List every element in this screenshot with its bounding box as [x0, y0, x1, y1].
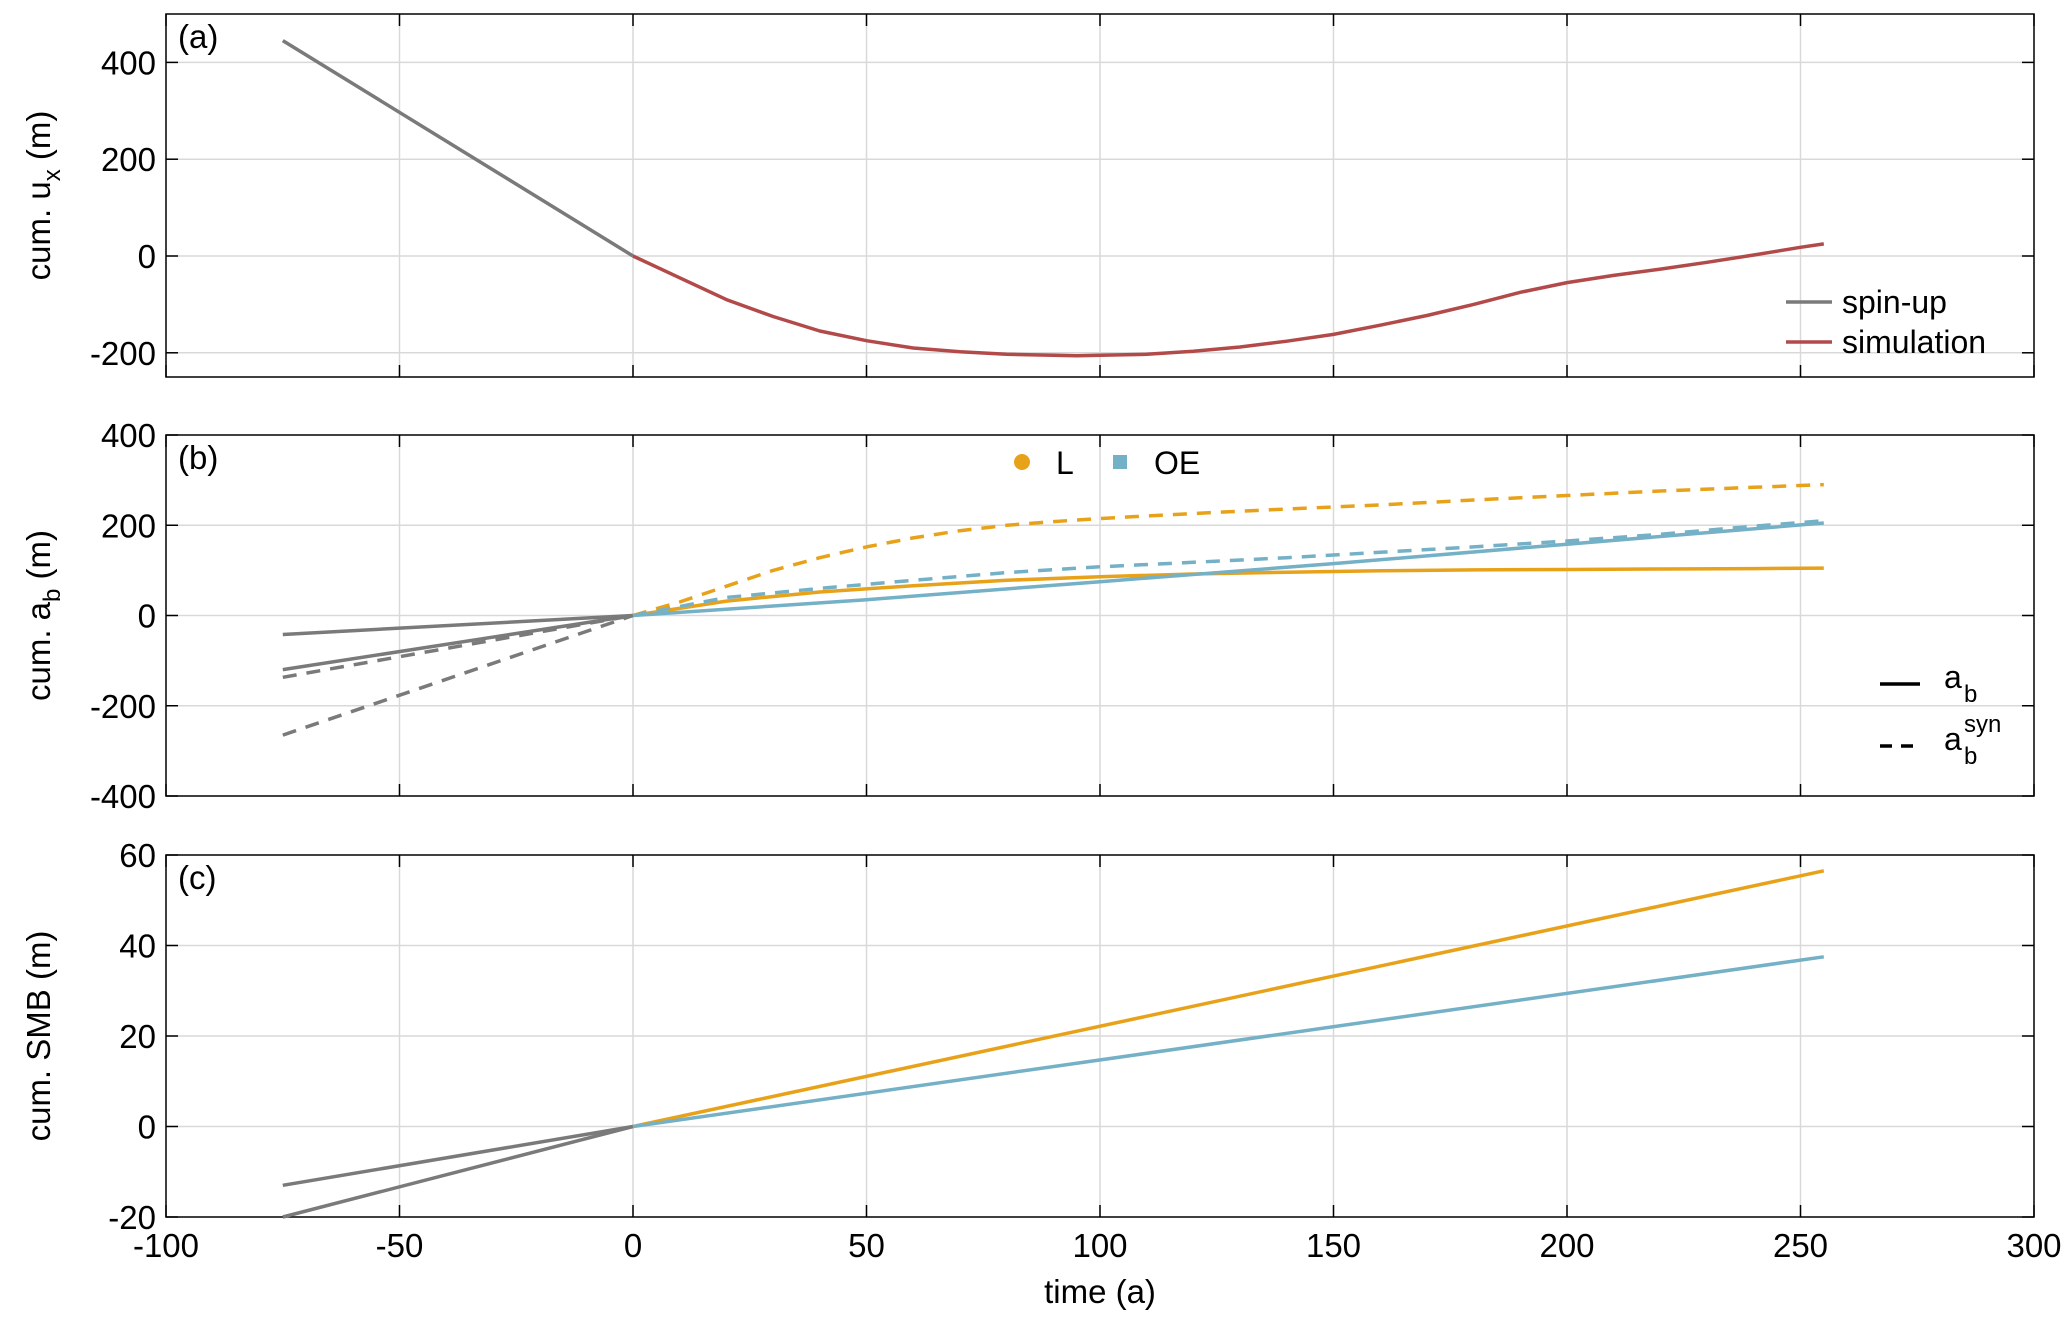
y-tick-label: 20: [119, 1018, 156, 1055]
y-axis-label-main: cum. a: [20, 601, 57, 701]
y-tick-label: 0: [138, 598, 156, 635]
legend-label-main: a: [1944, 659, 1962, 695]
y-tick-label: 0: [138, 238, 156, 275]
legend-marker-circle: [1014, 454, 1030, 470]
legend-b-markers: L OE: [1014, 445, 1200, 481]
series-line-spin-up-solid: [281, 39, 634, 258]
y-tick-label: 200: [101, 141, 156, 178]
legend-label: a: [1944, 721, 1962, 757]
x-axis-label: time (a): [1044, 1273, 1156, 1310]
y-tick-label: 400: [101, 417, 156, 454]
legend-a: spin-up simulation: [1786, 284, 1986, 360]
y-tick-label: 0: [138, 1109, 156, 1146]
panel-label: (c): [178, 859, 216, 896]
x-tick-label: -50: [376, 1227, 424, 1264]
x-tick-label: 0: [624, 1227, 642, 1264]
series-line-l-dashed: [632, 482, 1824, 618]
x-tick-label: 300: [2006, 1227, 2061, 1264]
x-tick-label: 100: [1072, 1227, 1127, 1264]
legend-label-main: a: [1944, 721, 1962, 757]
panel-c: -20 0 20 40 60 cum. SMB (m) (c): [20, 837, 2035, 1236]
legend-label: OE: [1154, 445, 1200, 481]
legend-label-subscript: b: [1964, 681, 1977, 708]
series-line-l-solid: [632, 869, 1825, 1129]
y-axis-label-main: cum. u: [20, 181, 57, 280]
y-axis-label-unit: (m): [20, 530, 57, 589]
series-line-spinup-solid: [282, 613, 634, 637]
legend-label: simulation: [1842, 324, 1986, 360]
y-axis-label-main: cum. SMB (m): [20, 931, 57, 1142]
y-tick-label: 400: [101, 44, 156, 81]
series-line-oe-dashed: [632, 518, 1824, 618]
series-line-spinup-dashed: [282, 613, 634, 737]
y-axis-label: cum. ab (m): [20, 530, 66, 701]
panel-label: (a): [178, 18, 218, 55]
y-axis-label-unit: (m): [20, 111, 57, 170]
panel-a: -200 0 200 400 cum. ux (m) (a): [20, 13, 2035, 378]
legend-label-subscript: b: [1964, 743, 1977, 770]
legend-label: L: [1056, 445, 1074, 481]
y-axis-label: cum. ux (m): [20, 111, 66, 281]
series-line-spinup-solid: [282, 1124, 634, 1188]
y-axis-label-subscript: x: [39, 169, 66, 181]
y-tick-label: -400: [90, 778, 156, 815]
legend-marker-square: [1113, 455, 1127, 469]
series-line-simulation-solid: [632, 242, 1825, 358]
y-tick-label: 40: [119, 928, 156, 965]
y-tick-label: -200: [90, 688, 156, 725]
y-axis-label: cum. SMB (m): [20, 931, 57, 1142]
legend-label-superscript: syn: [1964, 711, 2001, 738]
x-tick-label: 250: [1773, 1227, 1828, 1264]
y-tick-label: -200: [90, 335, 156, 372]
legend-label: a: [1944, 659, 1962, 695]
y-tick-label: 60: [119, 837, 156, 874]
y-tick-label: 200: [101, 507, 156, 544]
x-tick-label: 50: [848, 1227, 885, 1264]
series-line-oe-solid: [632, 955, 1825, 1129]
panel-label: (b): [178, 439, 218, 476]
series-line-oe-solid: [632, 521, 1824, 618]
x-tick-label: 200: [1539, 1227, 1594, 1264]
series-line-spinup-dashed: [282, 613, 634, 680]
y-axis-label-subscript: b: [39, 589, 66, 602]
y-tick-label: -20: [108, 1199, 156, 1236]
series-line-spinup-solid: [282, 1124, 634, 1219]
x-tick-label: -100: [133, 1227, 199, 1264]
legend-label: spin-up: [1842, 284, 1947, 320]
x-tick-label: 150: [1306, 1227, 1361, 1264]
series-line-l-solid: [632, 566, 1824, 618]
